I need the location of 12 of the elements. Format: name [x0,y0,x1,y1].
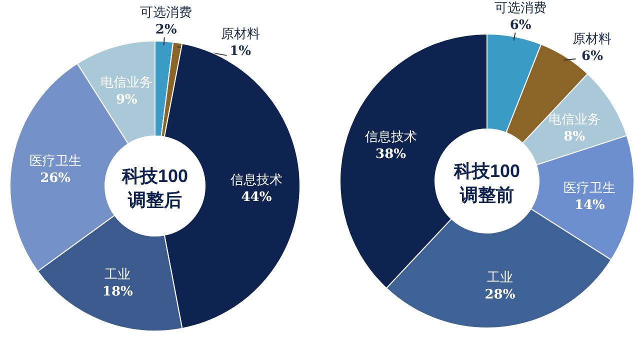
text: 调整后 [127,190,182,210]
slice-label: 可选消费 [494,0,547,16]
data-label: 1% [230,44,252,59]
text: 调整前 [459,185,514,205]
slice-label: 可选消费 [140,4,192,20]
text: 科技100 [120,166,188,186]
data-label: 2% [155,22,178,38]
slice-label: 原材料 [220,26,260,41]
data-label: 6% [582,49,604,64]
data-label: 6% [510,18,532,34]
text: 科技100 [452,161,520,181]
slice-label: 原材料 [572,31,612,46]
